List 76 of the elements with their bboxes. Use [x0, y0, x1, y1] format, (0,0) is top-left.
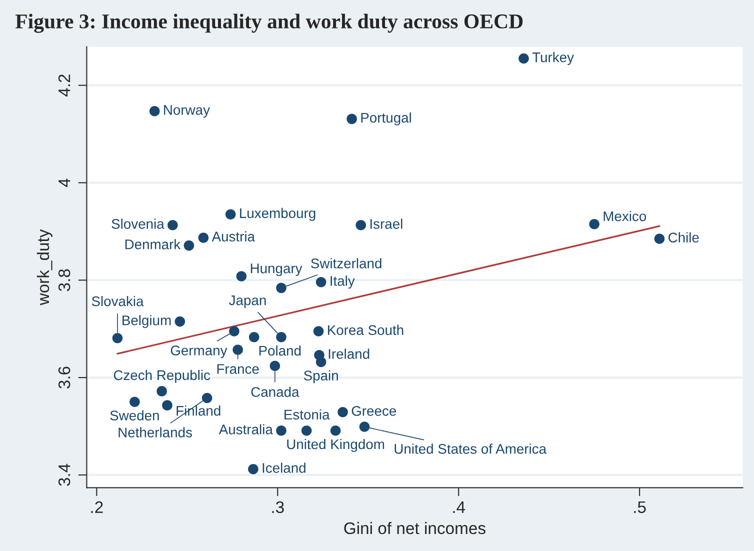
point — [149, 106, 160, 116]
annotation: United States of America — [394, 444, 547, 454]
point — [316, 276, 326, 288]
point — [276, 332, 286, 342]
point — [654, 234, 665, 244]
point — [162, 400, 172, 410]
point — [276, 282, 286, 294]
annotation: Japan — [229, 296, 266, 308]
point — [225, 209, 236, 220]
annotation: Switzerland — [311, 258, 382, 268]
annotation: Austria — [212, 231, 255, 242]
annotation: Luxembourg — [240, 208, 316, 221]
annotation: Belgium — [122, 315, 171, 328]
annotation: Ireland — [328, 348, 370, 359]
annotation: Denmark — [125, 239, 181, 250]
annotation: Iceland — [262, 462, 306, 473]
annotation: Australia — [218, 424, 273, 434]
y-tick-label: 4.2 — [58, 74, 70, 97]
point — [356, 220, 366, 230]
x-tick-label: .2 — [91, 501, 103, 513]
point — [276, 425, 286, 436]
point — [316, 356, 326, 368]
x-tick-label: .3 — [272, 501, 284, 514]
annotation: Israel — [370, 218, 402, 229]
point — [168, 220, 178, 230]
annotation: Slovenia — [112, 218, 164, 229]
point — [248, 464, 258, 474]
point — [301, 425, 312, 436]
annotation: Greece — [352, 406, 396, 416]
annotation: Norway — [164, 105, 210, 118]
point — [229, 326, 240, 336]
x-axis-title: Gini of net incomes — [344, 522, 486, 534]
annotation: France — [217, 364, 259, 374]
point — [330, 425, 341, 436]
point — [236, 271, 247, 282]
annotation: Poland — [259, 345, 301, 356]
annotation: Korea South — [328, 324, 404, 336]
y-tick-label: 4 — [58, 178, 70, 187]
y-axis-title: work_duty — [36, 229, 52, 306]
annotation: Spain — [304, 370, 338, 384]
point — [313, 326, 324, 336]
point — [518, 53, 529, 64]
annotation: Portugal — [361, 112, 411, 126]
point — [359, 422, 370, 432]
annotation: Germany — [170, 346, 228, 358]
annotation: Italy — [330, 276, 355, 289]
annotation: Chile — [668, 232, 699, 242]
x-tick-label: .4 — [453, 501, 466, 513]
point — [184, 240, 194, 251]
x-tick-label: .5 — [634, 501, 646, 514]
annotation: Estonia — [284, 409, 330, 420]
point — [112, 332, 123, 344]
chart-title: Figure 3: Income inequality and work duty across OECD — [15, 14, 523, 33]
annotation: Czech Republic — [114, 370, 210, 383]
point — [248, 332, 260, 342]
annotation: Hungary — [250, 264, 302, 276]
point — [174, 316, 186, 327]
point — [202, 392, 212, 404]
point — [338, 406, 348, 418]
y-tick-label: 3.6 — [58, 366, 70, 389]
point — [232, 344, 243, 355]
annotation: Canada — [251, 386, 300, 397]
point — [156, 386, 167, 396]
y-tick-label: 3.8 — [58, 269, 70, 292]
point — [270, 360, 280, 372]
y-tick-label: 3.4 — [58, 464, 70, 486]
point — [346, 114, 357, 124]
point — [198, 232, 209, 243]
annotation: Slovakia — [92, 296, 144, 306]
annotation: Sweden — [110, 410, 159, 420]
point — [130, 396, 140, 408]
annotation: United Kingdom — [287, 438, 384, 452]
annotation: Mexico — [604, 210, 646, 222]
point — [589, 218, 600, 230]
annotation: Turkey — [532, 52, 574, 65]
annotation: Netherlands — [118, 427, 192, 438]
